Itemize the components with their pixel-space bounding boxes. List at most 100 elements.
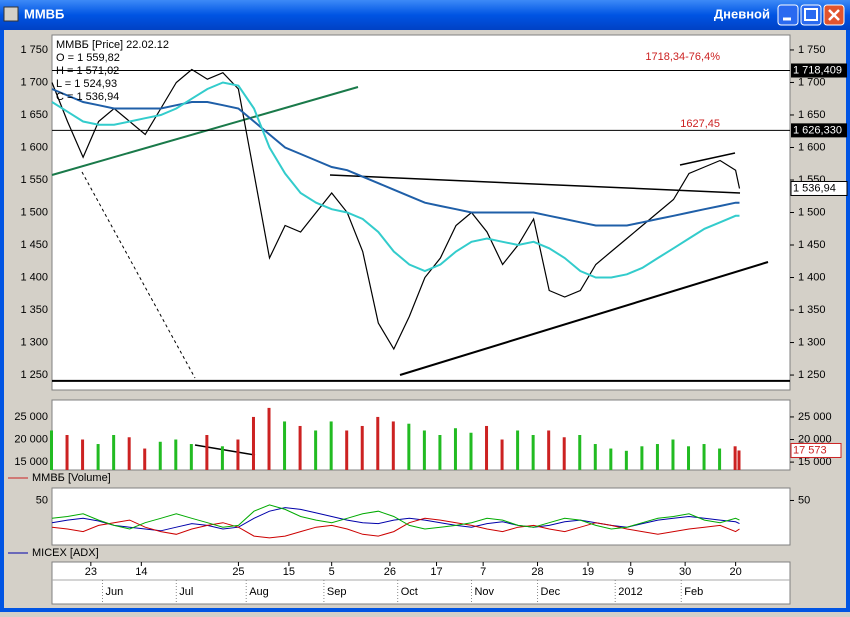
volume-bar [609,448,613,470]
volume-bar [624,450,628,470]
volume-bar [737,450,741,470]
month-label: Aug [249,586,269,598]
volume-bar [531,435,535,470]
volume-panel [51,399,791,471]
volume-bar [96,444,100,470]
x-tick-label: 7 [480,566,486,578]
y-tick-label: 1 250 [798,369,826,381]
volume-bar [702,444,706,470]
y-tick-label: 1 300 [20,336,48,348]
price-box [791,63,847,78]
x-tick-label: 15 [283,566,295,578]
volume-bar [143,448,147,470]
volume-bar [453,428,457,470]
price-legend: L = 1 524,93 [56,78,117,90]
minimize-button[interactable] [777,4,799,26]
y-tick-label: 1 750 [20,44,48,56]
volume-bar [640,446,644,470]
volume-bar [251,416,255,470]
volume-bar [314,430,318,470]
month-label: Dec [541,586,561,598]
y-tick-label: 1 650 [798,109,826,121]
y-tick-label: 1 500 [20,206,48,218]
volume-box-label: 17 573 [793,444,827,456]
month-label: Oct [401,586,418,598]
series-line [51,68,741,351]
title-bar [0,0,850,30]
y-tick-label: 1 600 [798,141,826,153]
month-label: 2012 [618,586,642,598]
series-line [51,517,740,539]
volume-bar [733,446,737,470]
volume-bar [671,439,675,470]
month-label: Jul [179,586,193,598]
volume-bar [50,430,53,470]
y-tick-label: 1 550 [20,174,48,186]
adx-panel [51,487,791,546]
volume-bar [500,439,504,470]
volume-bar [469,432,473,470]
x-tick-label: 30 [679,566,691,578]
x-axis-panel [51,561,791,605]
y-tick-label: 1 700 [798,76,826,88]
y-tick-label: 1 500 [798,206,826,218]
series-line [51,81,740,279]
legend-label: ММВБ [Volume] [32,472,111,484]
trendlines [51,86,769,456]
volume-bar [438,435,442,470]
price-legend: ММВБ [Price] 22.02.12 [56,39,169,51]
x-tick-label: 5 [329,566,335,578]
x-tick-label: 9 [628,566,634,578]
timeframe[interactable]: Дневной [714,6,770,21]
y-tick-label: 1 400 [798,271,826,283]
y-tick-label: 1 400 [20,271,48,283]
volume-bar [391,421,395,470]
volume-bar [407,423,411,470]
x-tick-label: 14 [135,566,147,578]
volume-bar [422,430,426,470]
x-tick-label: 25 [232,566,244,578]
y-tick-label: 1 650 [20,109,48,121]
month-label: Sep [327,586,347,598]
y-tick-label: 1 700 [20,76,48,88]
volume-bar [65,435,69,470]
volume-bar [578,435,582,470]
volume-bar [329,421,333,470]
x-tick-label: 23 [85,566,97,578]
price-box-label: 1 718,409 [793,64,842,76]
volume-bar [189,444,193,470]
volume-bar [236,439,240,470]
volume-bar [718,448,722,470]
volume-bar [283,421,287,470]
volume-bar [112,435,116,470]
month-label: Feb [684,586,703,598]
volume-bar [267,407,271,470]
annotation: 1627,45 [680,118,720,130]
y-tick-label: 20 000 [798,433,832,445]
volume-bar [655,444,659,470]
series-line [51,88,740,227]
window-buttons [777,4,845,26]
price-legend: H = 1 571,02 [56,65,119,77]
y-tick-label: 1 300 [798,336,826,348]
y-tick-label: 1 350 [20,304,48,316]
volume-bar [158,441,162,470]
annotation: 1718,34-76,4% [645,51,720,63]
volume-bar [593,444,597,470]
volume-box [790,442,842,458]
legend-label: MICEX [ADX] [32,547,99,559]
volume-bar [81,439,85,470]
price-panel [51,34,791,391]
volume-bar [376,416,380,470]
y-tick-label: 20 000 [14,433,48,445]
y-tick-label: 25 000 [14,411,48,423]
y-tick-label: 1 250 [20,369,48,381]
volume-bar [220,446,224,470]
volume-bar [345,430,349,470]
volume-bar [360,425,364,470]
volume-bar [127,437,131,470]
month-label: Nov [474,586,494,598]
month-label: Jun [105,586,123,598]
